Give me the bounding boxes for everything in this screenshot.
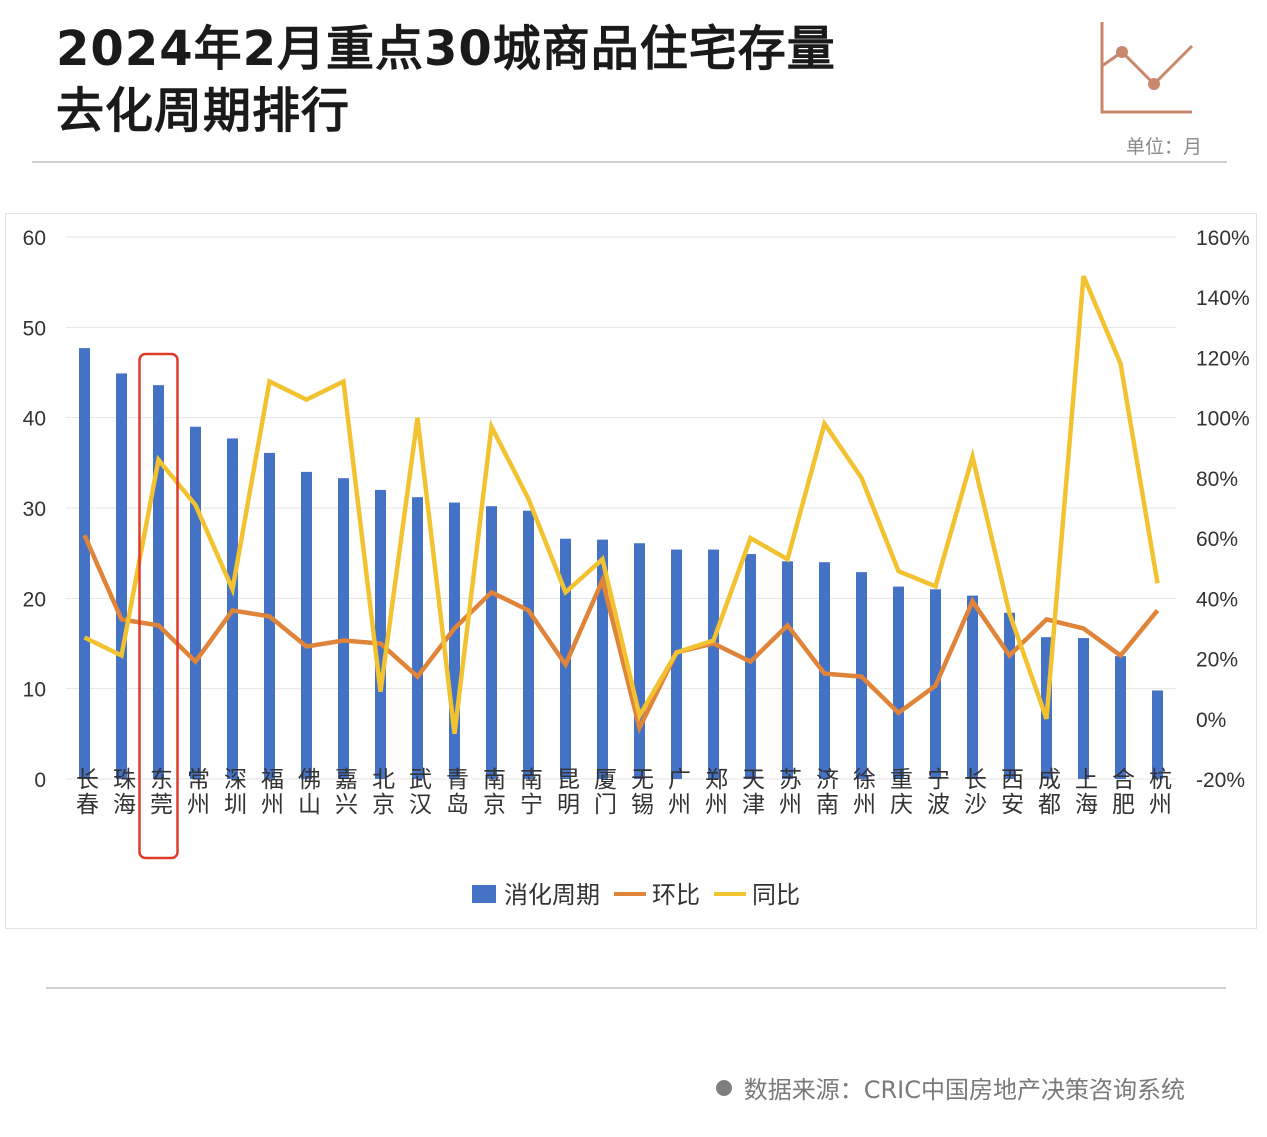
highlight-box bbox=[138, 352, 179, 860]
data-source: 数据来源：CRIC中国房地产决策咨询系统 bbox=[715, 1070, 1185, 1105]
legend-entry: 环比 bbox=[652, 881, 700, 909]
bar-郑州 bbox=[708, 549, 719, 779]
bar-杭州 bbox=[1152, 690, 1163, 779]
bar-青岛 bbox=[449, 502, 460, 779]
right-axis-tick: 20% bbox=[1196, 649, 1238, 672]
category-label: 珠海 bbox=[109, 767, 137, 817]
category-label: 武汉 bbox=[405, 767, 433, 817]
category-label: 佛山 bbox=[294, 767, 322, 817]
category-label: 昆明 bbox=[553, 767, 580, 817]
category-label: 杭州 bbox=[1145, 767, 1173, 817]
category-label: 西安 bbox=[997, 767, 1024, 817]
category-label: 成都 bbox=[1034, 767, 1062, 817]
right-axis-tick: 80% bbox=[1196, 468, 1238, 491]
bar-长春 bbox=[79, 348, 90, 779]
chart-panel: 0 10 20 30 40 50 60 -20% 0% 20% 40% 60% 80% 100% 120% 1… bbox=[5, 213, 1257, 929]
category-label: 徐州 bbox=[849, 767, 877, 817]
data-source-text: 数据来源：CRIC中国房地产决策咨询系统 bbox=[743, 1076, 1185, 1104]
category-label: 南宁 bbox=[516, 767, 543, 817]
category-label: 天津 bbox=[738, 767, 766, 817]
right-axis-tick: 60% bbox=[1196, 528, 1238, 551]
title-line-2: 去化周期排行 bbox=[56, 83, 351, 139]
category-label: 合肥 bbox=[1108, 767, 1136, 817]
bar-常州 bbox=[190, 426, 201, 779]
left-axis-tick: 0 bbox=[34, 769, 46, 792]
legend-entry: 同比 bbox=[752, 881, 800, 909]
header-divider bbox=[32, 161, 1227, 163]
category-label: 厦门 bbox=[590, 767, 618, 817]
category-label: 广州 bbox=[664, 767, 692, 817]
category-label: 长春 bbox=[72, 767, 100, 817]
bar-珠海 bbox=[116, 373, 127, 779]
bar-广州 bbox=[671, 549, 682, 779]
right-axis-tick: 140% bbox=[1196, 287, 1250, 310]
bar-佛山 bbox=[301, 471, 312, 779]
chart-title: 2024年2月重点30城商品住宅存量 去化周期排行 bbox=[56, 18, 836, 142]
bar-line-chart: 0 10 20 30 40 50 60 -20% 0% 20% 40% 60% 80% 100% 120% 1… bbox=[23, 227, 1250, 909]
left-axis-tick: 40 bbox=[23, 408, 46, 431]
bullet-icon bbox=[715, 1079, 732, 1096]
right-axis-tick: 40% bbox=[1196, 588, 1238, 611]
right-axis-tick: 100% bbox=[1196, 408, 1250, 431]
category-label: 宁波 bbox=[923, 767, 951, 817]
bar-武汉 bbox=[412, 497, 423, 779]
category-label: 苏州 bbox=[775, 767, 803, 817]
category-label: 郑州 bbox=[701, 767, 729, 817]
title-line-1: 2024年2月重点30城商品住宅存量 bbox=[56, 21, 836, 77]
left-axis-tick: 50 bbox=[23, 317, 46, 340]
bar-南京 bbox=[486, 506, 497, 779]
line-chart-icon bbox=[1100, 22, 1194, 114]
category-label: 常州 bbox=[183, 767, 211, 817]
bar-苏州 bbox=[782, 561, 793, 779]
right-axis-tick: 160% bbox=[1196, 227, 1250, 250]
left-axis-tick: 60 bbox=[23, 227, 46, 250]
category-label: 南京 bbox=[479, 767, 506, 817]
bar-长沙 bbox=[967, 595, 978, 779]
category-label: 上海 bbox=[1071, 767, 1099, 817]
bar-上海 bbox=[1078, 638, 1089, 779]
bar-合肥 bbox=[1115, 656, 1126, 779]
bar-厦门 bbox=[597, 539, 608, 779]
left-axis-tick: 30 bbox=[23, 498, 46, 521]
category-label: 无锡 bbox=[627, 767, 655, 817]
left-axis-tick: 10 bbox=[23, 679, 46, 702]
series-line-环比 bbox=[82, 534, 1160, 735]
category-label: 长沙 bbox=[960, 767, 988, 817]
category-label: 嘉兴 bbox=[331, 767, 359, 817]
category-label: 福州 bbox=[257, 767, 285, 817]
category-label: 重庆 bbox=[886, 767, 914, 817]
footer-divider bbox=[46, 987, 1226, 989]
category-label: 济南 bbox=[812, 767, 840, 817]
legend-swatch bbox=[472, 885, 496, 903]
bar-西安 bbox=[1004, 612, 1015, 779]
unit-label: 单位：月 bbox=[1126, 136, 1203, 158]
bar-东莞 bbox=[153, 385, 164, 779]
category-label: 东莞 bbox=[146, 767, 174, 817]
bar-昆明 bbox=[560, 538, 571, 779]
right-axis-tick: 0% bbox=[1196, 709, 1226, 732]
left-axis-tick: 20 bbox=[23, 588, 46, 611]
bar-无锡 bbox=[634, 543, 645, 779]
category-label: 青岛 bbox=[442, 767, 469, 817]
bar-嘉兴 bbox=[338, 478, 349, 779]
right-axis-tick: 120% bbox=[1196, 347, 1250, 370]
bar-天津 bbox=[745, 554, 756, 779]
bar-北京 bbox=[375, 489, 386, 779]
bar-重庆 bbox=[893, 586, 904, 779]
series-line-同比 bbox=[83, 275, 1160, 735]
right-axis-tick: -20% bbox=[1196, 769, 1245, 792]
bar-南宁 bbox=[523, 510, 534, 779]
legend-entry: 消化周期 bbox=[504, 881, 600, 909]
category-label: 北京 bbox=[368, 767, 396, 817]
category-label: 深圳 bbox=[220, 767, 248, 817]
